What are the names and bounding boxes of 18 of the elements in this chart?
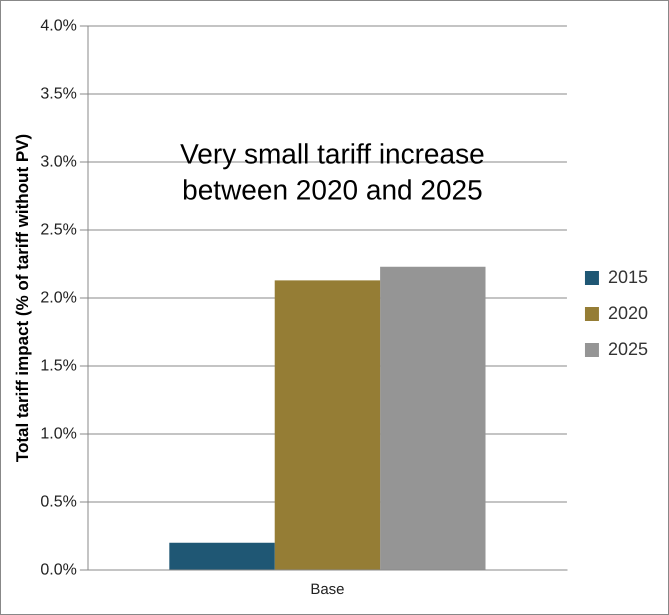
y-tick-label: 3.0% (40, 153, 77, 170)
bar (380, 266, 486, 570)
legend-label: 2015 (608, 266, 648, 287)
bar (169, 542, 275, 570)
y-tick-label: 1.5% (40, 357, 77, 374)
legend-label: 2025 (608, 338, 648, 359)
y-tick-label: 2.0% (40, 289, 77, 306)
y-tick-label: 4.0% (40, 17, 77, 34)
legend-label: 2020 (608, 302, 648, 323)
y-tick-label: 3.5% (40, 85, 77, 102)
annotation: Very small tariff increase between 2020 and 2025 (180, 138, 485, 206)
bar (274, 280, 380, 570)
y-tick-label: 2.5% (40, 221, 77, 238)
y-tick-label: 0.0% (40, 561, 77, 578)
y-tick-label: 1.0% (40, 425, 77, 442)
x-tick-label: Base (310, 581, 345, 598)
y-axis-title: Total tariff impact (% of tariff without PV) (12, 134, 32, 462)
y-tick-label: 0.5% (40, 493, 77, 510)
